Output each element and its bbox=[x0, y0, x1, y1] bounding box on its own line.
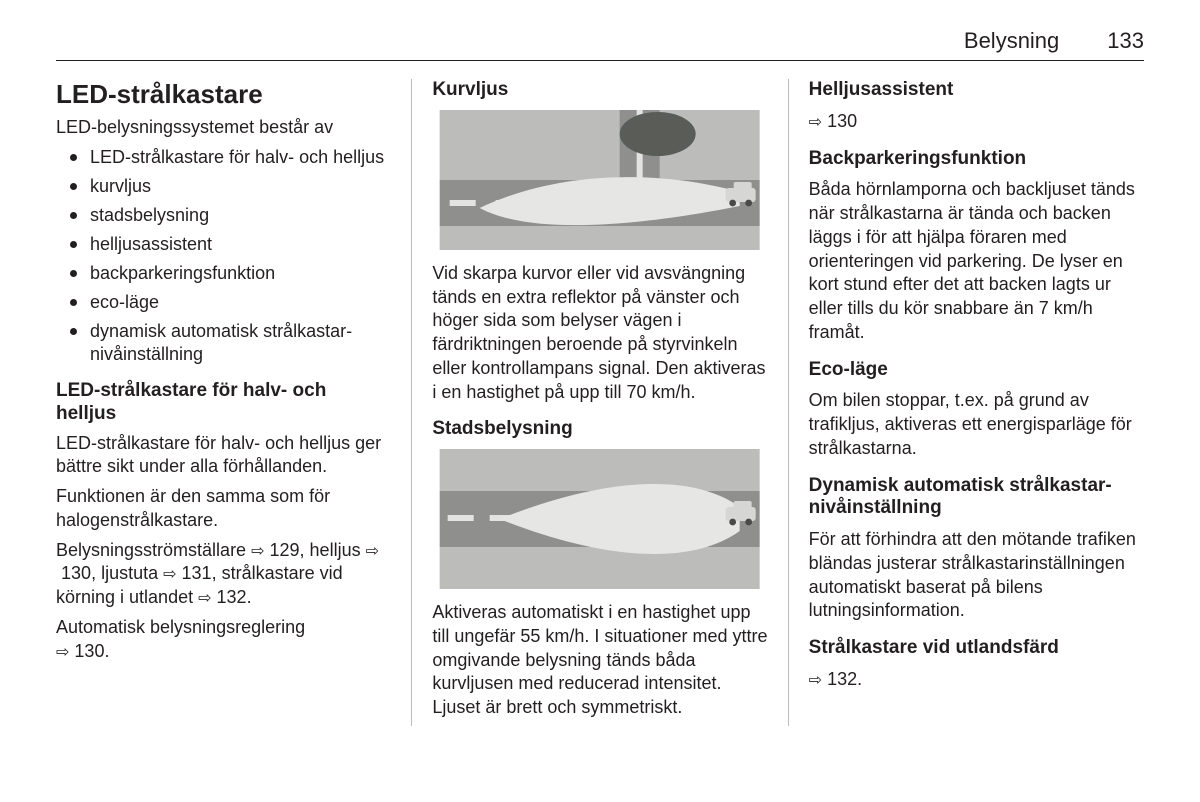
h3-stadsbelysning: Stadsbelysning bbox=[432, 418, 767, 441]
page-ref: 130 bbox=[827, 111, 857, 131]
page-header: Belysning 133 bbox=[56, 28, 1144, 61]
body-text: Om bilen stoppar, t.ex. på grund av traf… bbox=[809, 389, 1144, 460]
page-ref: 132 bbox=[217, 587, 247, 607]
body-text: Automatisk belysningsreglering ⇨ 130. bbox=[56, 616, 391, 664]
text-span: , ljustuta bbox=[91, 563, 163, 583]
list-item: backparkeringsfunktion bbox=[56, 262, 391, 285]
text-span: . bbox=[247, 587, 252, 607]
text-span: . bbox=[857, 669, 862, 689]
text-span: . bbox=[104, 641, 109, 661]
list-item: eco-läge bbox=[56, 291, 391, 314]
body-text: Vid skarpa kurvor eller vid avsväng­ning… bbox=[432, 262, 767, 405]
arrow-icon: ⇨ bbox=[163, 564, 176, 585]
intro-text: LED-belysningssystemet består av bbox=[56, 116, 391, 140]
list-item: helljusassistent bbox=[56, 233, 391, 256]
h3-helljusassistent: Helljusassistent bbox=[809, 79, 1144, 102]
illustration-stadsbelysning bbox=[432, 449, 767, 589]
arrow-icon: ⇨ bbox=[198, 588, 211, 609]
h3-kurvljus: Kurvljus bbox=[432, 79, 767, 102]
body-text: ⇨ 132. bbox=[809, 668, 1144, 692]
stadsbelysning-svg bbox=[432, 449, 767, 589]
illustration-kurvljus bbox=[432, 110, 767, 250]
body-text: Belysningsströmställare ⇨ 129, helljus ⇨… bbox=[56, 539, 391, 610]
text-span: Belysningsströmställare bbox=[56, 540, 251, 560]
arrow-icon: ⇨ bbox=[56, 642, 69, 663]
h3-eco-lage: Eco-läge bbox=[809, 359, 1144, 382]
text-span: Automatisk belysningsreglering bbox=[56, 617, 305, 637]
h1-led-stralkastare: LED-strålkastare bbox=[56, 79, 391, 110]
header-section: Belysning bbox=[964, 28, 1059, 54]
header-page-number: 133 bbox=[1107, 28, 1144, 54]
arrow-icon: ⇨ bbox=[366, 541, 379, 562]
body-text: Funktionen är den samma som för halogens… bbox=[56, 485, 391, 533]
h3-backparkering: Backparkeringsfunktion bbox=[809, 148, 1144, 171]
column-3: Helljusassistent ⇨ 130 Backparkeringsfun… bbox=[789, 79, 1144, 726]
kurvljus-svg bbox=[432, 110, 767, 250]
column-1: LED-strålkastare LED-belysningssystemet … bbox=[56, 79, 411, 726]
list-item: kurvljus bbox=[56, 175, 391, 198]
h2-halv-helljus: LED-strålkastare för halv- och helljus bbox=[56, 380, 391, 426]
body-text: LED-strålkastare för halv- och helljus g… bbox=[56, 432, 391, 480]
arrow-icon: ⇨ bbox=[809, 670, 822, 691]
body-text: För att förhindra att den mötande trafi­… bbox=[809, 528, 1144, 623]
page-ref: 131 bbox=[182, 563, 212, 583]
h3-dynamisk: Dynamisk automatisk strålkastar­nivåinst… bbox=[809, 475, 1144, 521]
page-ref: 132 bbox=[827, 669, 857, 689]
text-span: , helljus bbox=[300, 540, 366, 560]
body-text: Båda hörnlamporna och backljuset tänds n… bbox=[809, 178, 1144, 344]
body-text: Aktiveras automatiskt i en hastighet upp… bbox=[432, 601, 767, 720]
page-ref: 130 bbox=[61, 563, 91, 583]
list-item: dynamisk automatisk strålkastar­nivåinst… bbox=[56, 320, 391, 366]
page-ref: 129 bbox=[270, 540, 300, 560]
content-columns: LED-strålkastare LED-belysningssystemet … bbox=[56, 79, 1144, 726]
h3-utlandsfard: Strålkastare vid utlandsfärd bbox=[809, 637, 1144, 660]
body-text: ⇨ 130 bbox=[809, 110, 1144, 134]
list-item: stadsbelysning bbox=[56, 204, 391, 227]
list-item: LED-strålkastare för halv- och helljus bbox=[56, 146, 391, 169]
feature-list: LED-strålkastare för halv- och helljus k… bbox=[56, 146, 391, 366]
arrow-icon: ⇨ bbox=[251, 541, 264, 562]
column-2: Kurvljus bbox=[412, 79, 787, 726]
arrow-icon: ⇨ bbox=[809, 112, 822, 133]
page-ref: 130 bbox=[74, 641, 104, 661]
